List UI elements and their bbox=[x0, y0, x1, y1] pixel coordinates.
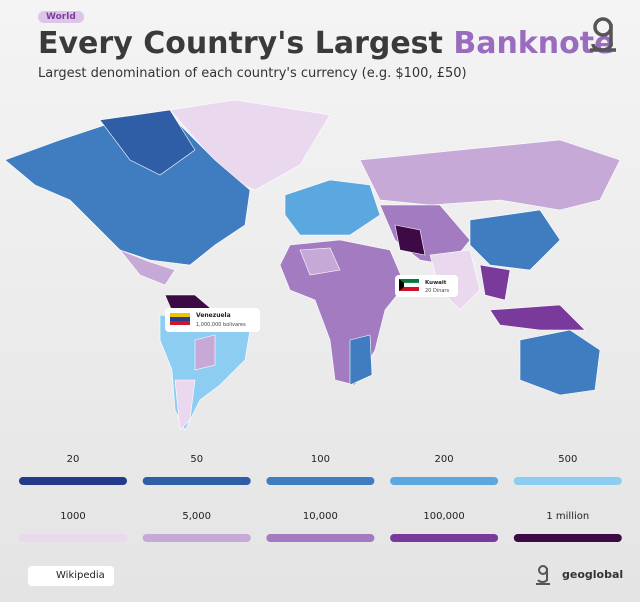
legend-swatch bbox=[390, 534, 499, 542]
title-main: Every Country's Largest bbox=[38, 26, 443, 61]
legend-swatch bbox=[390, 477, 499, 485]
legend-swatch bbox=[142, 534, 251, 542]
callout-country: Venezuela bbox=[196, 312, 231, 319]
title-accent: Banknote bbox=[453, 26, 615, 61]
legend-swatch bbox=[142, 477, 251, 485]
source: Wikipedia bbox=[28, 566, 114, 586]
logo bbox=[590, 17, 616, 52]
callout-note: 20 Dinars bbox=[425, 288, 449, 294]
brand-icon bbox=[536, 565, 550, 585]
subtitle: Largest denomination of each country's c… bbox=[38, 66, 467, 81]
legend-swatch bbox=[19, 477, 127, 485]
legend-label: 200 bbox=[435, 454, 454, 465]
legend-swatch bbox=[266, 477, 375, 485]
brand: geoglobal bbox=[562, 568, 624, 581]
callout-venezuela: Venezuela 1,000,000 bolivares bbox=[165, 308, 260, 332]
legend-swatch bbox=[19, 534, 127, 542]
callout-country: Kuwait bbox=[425, 280, 447, 286]
legend: 20 50 100 200 500 1000 5,000 10,000 100,000 1 mil… bbox=[19, 454, 622, 542]
legend-swatch bbox=[266, 534, 375, 542]
world-map bbox=[4, 99, 621, 431]
legend-label: 100 bbox=[311, 454, 330, 465]
legend-swatch bbox=[513, 477, 622, 485]
source-text: Wikipedia bbox=[56, 570, 105, 581]
legend-label: 20 bbox=[67, 454, 80, 465]
legend-swatch bbox=[513, 534, 622, 542]
callout-note: 1,000,000 bolivares bbox=[196, 322, 246, 328]
legend-label: 500 bbox=[558, 454, 577, 465]
legend-label: 10,000 bbox=[303, 511, 338, 522]
legend-label: 1000 bbox=[60, 511, 85, 522]
legend-label: 1 million bbox=[546, 511, 589, 522]
title: Every Country's Largest Banknote bbox=[38, 26, 614, 61]
callout-kuwait: Kuwait 20 Dinars bbox=[395, 275, 458, 297]
legend-label: 50 bbox=[190, 454, 203, 465]
legend-label: 5,000 bbox=[182, 511, 211, 522]
legend-label: 100,000 bbox=[423, 511, 464, 522]
tag: World bbox=[38, 11, 84, 23]
